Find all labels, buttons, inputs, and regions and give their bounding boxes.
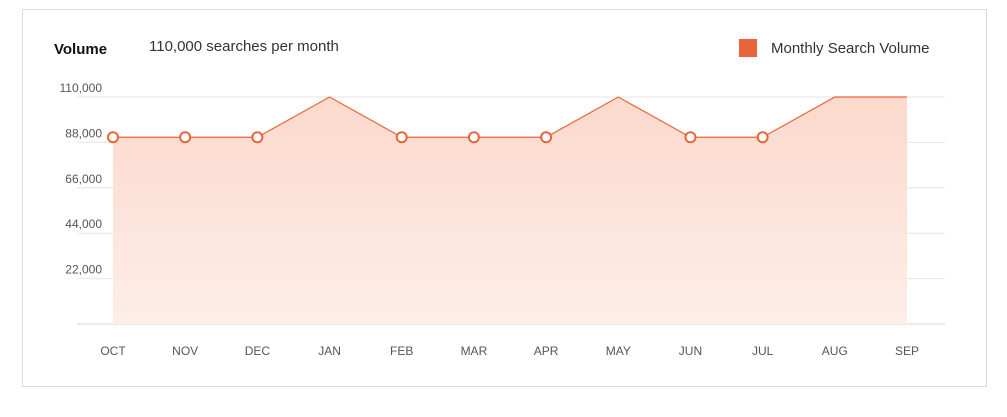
y-tick-label: 110,000 — [60, 81, 103, 95]
x-tick-label: JUN — [679, 344, 702, 358]
x-tick-label: MAR — [461, 344, 488, 358]
x-tick-label: SEP — [895, 344, 919, 358]
x-tick-label: OCT — [100, 344, 126, 358]
chart-subtitle: 110,000 searches per month — [149, 38, 339, 55]
chart-card: Volume 110,000 searches per month Monthl… — [22, 9, 987, 387]
x-tick-label: MAY — [606, 344, 631, 358]
data-point — [251, 131, 264, 144]
y-tick-label: 44,000 — [65, 217, 102, 231]
chart-title: Volume — [54, 41, 108, 58]
x-tick-label: JAN — [318, 344, 341, 358]
data-point — [467, 131, 480, 144]
x-tick-label: APR — [534, 344, 559, 358]
x-tick-label: DEC — [245, 344, 271, 358]
data-point — [107, 131, 119, 144]
x-tick-label: AUG — [822, 344, 848, 358]
y-tick-label: 66,000 — [65, 172, 102, 186]
chart-legend[interactable]: Monthly Search Volume — [739, 37, 929, 59]
x-tick-label: JUL — [752, 344, 774, 358]
data-point — [756, 131, 769, 144]
legend-swatch — [739, 39, 757, 57]
x-tick-label: FEB — [390, 344, 413, 358]
data-point — [395, 131, 408, 144]
data-point — [684, 131, 697, 144]
chart-plot: 22,000 44,000 66,000 88,000 110,000 OCT NOV DEC… — [60, 81, 945, 358]
legend-label: Monthly Search Volume — [771, 39, 930, 57]
series-area — [113, 97, 907, 324]
data-point — [540, 131, 553, 144]
y-tick-label: 22,000 — [65, 263, 102, 277]
x-tick-label: NOV — [172, 344, 198, 358]
data-point — [179, 131, 192, 144]
series-line — [113, 96, 907, 138]
y-tick-label: 88,000 — [65, 126, 102, 140]
